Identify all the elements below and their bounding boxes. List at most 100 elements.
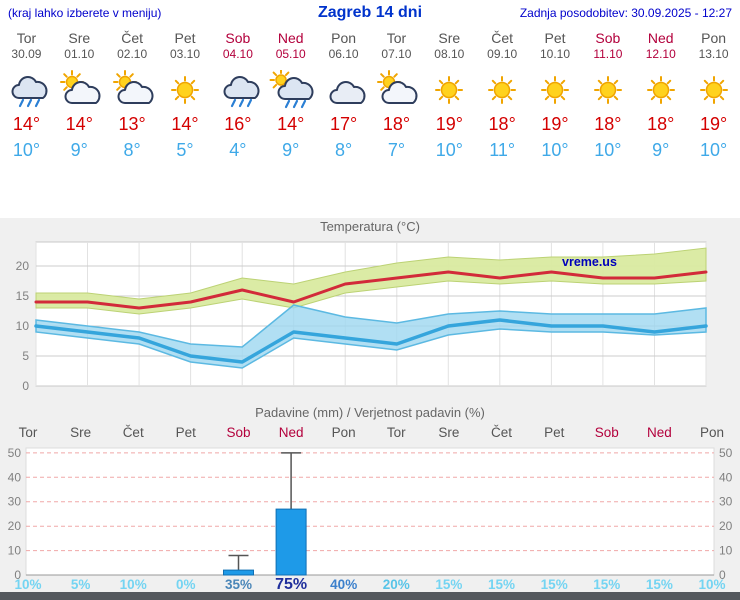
day-icon-wrap bbox=[53, 67, 106, 113]
day-tmin: 9° bbox=[282, 140, 300, 160]
header: (kraj lahko izberete v meniju) Zagreb 14… bbox=[0, 0, 740, 26]
day-date: 03.10 bbox=[169, 47, 201, 61]
precip-probability: 40% bbox=[330, 577, 357, 592]
precip-probability: 20% bbox=[383, 577, 410, 592]
day-icon-wrap bbox=[211, 67, 264, 113]
precip-day-label: Tor bbox=[387, 425, 406, 440]
precip-chart-title: Padavine (mm) / Verjetnost padavin (%) bbox=[255, 405, 485, 420]
tmin-band bbox=[35, 304, 707, 369]
day-name: Tor bbox=[386, 30, 407, 46]
precip-probability: 35% bbox=[225, 577, 252, 592]
last-updated: Zadnja posodobitev: 30.09.2025 - 12:27 bbox=[519, 6, 732, 20]
day-name: Sre bbox=[438, 30, 461, 46]
bottom-bar bbox=[0, 592, 740, 600]
charts-panel: Temperatura (°C) 0 5 10 15 20 vreme.us Padavi… bbox=[0, 218, 740, 592]
tmin-line bbox=[34, 318, 708, 364]
day-column-11[interactable]: Pet 10.10 19° 10° bbox=[529, 26, 582, 168]
day-tmax: 14° bbox=[12, 114, 41, 134]
day-tmin: 7° bbox=[387, 140, 406, 160]
precip-ytick-right: 20 bbox=[719, 519, 733, 533]
day-column-3[interactable]: Čet 02.10 13° 8° bbox=[106, 26, 159, 168]
temp-chart-title: Temperatura (°C) bbox=[320, 219, 420, 234]
day-name: Tor bbox=[16, 30, 37, 46]
day-icon-wrap bbox=[634, 67, 687, 113]
day-tmin: 11° bbox=[489, 140, 516, 160]
day-name: Pet bbox=[544, 30, 566, 46]
day-column-9[interactable]: Sre 08.10 19° 10° bbox=[423, 26, 476, 168]
day-icon-wrap bbox=[581, 67, 634, 113]
day-date: 12.10 bbox=[645, 47, 676, 61]
day-tmax: 13° bbox=[118, 114, 146, 134]
day-tmax: 18° bbox=[382, 114, 411, 134]
day-column-4[interactable]: Pet 03.10 14° 5° bbox=[159, 26, 212, 168]
precip-ytick-left: 50 bbox=[8, 446, 22, 460]
day-column-10[interactable]: Čet 09.10 18° 11° bbox=[476, 26, 529, 168]
precip-probability: 15% bbox=[488, 577, 515, 592]
precip-day-label: Čet bbox=[123, 425, 144, 440]
temp-ytick-label: 20 bbox=[16, 259, 30, 273]
day-tmin: 10° bbox=[12, 140, 41, 160]
precip-bar bbox=[223, 569, 254, 576]
day-column-2[interactable]: Sre 01.10 14° 9° bbox=[53, 26, 106, 168]
precip-ytick-right: 10 bbox=[719, 544, 733, 558]
temp-ytick-label: 5 bbox=[22, 349, 29, 363]
forecast-strip: Tor 30.09 14° 10° Sre 01.10 14° 9° Čet 02.10 13° 8°… bbox=[0, 26, 740, 168]
sunny-icon bbox=[646, 76, 675, 104]
precip-ytick-left: 40 bbox=[8, 470, 22, 484]
day-icon-wrap bbox=[317, 67, 370, 113]
day-name: Sob bbox=[595, 30, 621, 46]
day-column-13[interactable]: Ned 12.10 18° 9° bbox=[634, 26, 687, 168]
precip-day-label: Ned bbox=[279, 425, 304, 440]
day-date: 08.10 bbox=[434, 47, 465, 61]
precip-ytick-left: 30 bbox=[8, 495, 22, 509]
day-tmin: 8° bbox=[123, 140, 141, 160]
day-column-14[interactable]: Pon 13.10 19° 10° bbox=[687, 26, 740, 168]
precipitation-chart: Tor Sre Čet Pet Sob Ned Pon Tor Sre Čet Pet Sob Ned P… bbox=[8, 425, 733, 592]
day-column-5[interactable]: Sob 04.10 16° 4° bbox=[211, 26, 264, 168]
temp-ytick-label: 15 bbox=[16, 289, 30, 303]
day-tmax: 19° bbox=[435, 114, 463, 134]
watermark: vreme.us bbox=[562, 255, 617, 269]
day-name: Pon bbox=[701, 30, 727, 46]
day-column-7[interactable]: Pon 06.10 17° 8° bbox=[317, 26, 370, 168]
partly-icon bbox=[60, 70, 101, 104]
tmax-line bbox=[34, 270, 708, 310]
day-tmin: 10° bbox=[594, 140, 622, 160]
precip-day-label: Pon bbox=[332, 425, 356, 440]
day-date: 07.10 bbox=[381, 47, 412, 61]
day-column-12[interactable]: Sob 11.10 18° 10° bbox=[581, 26, 634, 168]
precip-day-label: Sob bbox=[226, 425, 250, 440]
day-tmax: 14° bbox=[277, 114, 305, 134]
day-tmin: 4° bbox=[229, 140, 247, 160]
day-icon-wrap bbox=[159, 67, 212, 113]
precip-ytick-right: 40 bbox=[719, 470, 733, 484]
day-column-1[interactable]: Tor 30.09 14° 10° bbox=[0, 26, 53, 168]
precip-day-label: Tor bbox=[19, 425, 38, 440]
day-date: 04.10 bbox=[222, 47, 253, 61]
precip-probability: 0% bbox=[176, 577, 196, 592]
day-icon-wrap bbox=[476, 67, 529, 113]
cloudy-icon bbox=[329, 81, 366, 104]
precip-probability: 15% bbox=[593, 577, 620, 592]
day-tmin: 9° bbox=[70, 140, 88, 160]
temperature-chart: 0 5 10 15 20 vreme.us bbox=[16, 241, 708, 393]
day-tmax: 18° bbox=[647, 114, 675, 134]
precip-day-label: Pon bbox=[700, 425, 724, 440]
day-date: 30.09 bbox=[11, 47, 42, 61]
day-date: 06.10 bbox=[328, 47, 359, 61]
day-column-8[interactable]: Tor 07.10 18° 7° bbox=[370, 26, 423, 168]
day-tmax: 18° bbox=[594, 114, 622, 134]
day-icon-wrap bbox=[370, 67, 423, 113]
page-title: Zagreb 14 dni bbox=[317, 4, 423, 21]
day-tmin: 10° bbox=[541, 140, 569, 160]
partly-icon bbox=[377, 70, 418, 104]
sunny-icon bbox=[488, 76, 517, 104]
day-date: 11.10 bbox=[593, 47, 623, 61]
day-icon-wrap bbox=[529, 67, 582, 113]
precip-ytick-right: 30 bbox=[719, 495, 733, 509]
day-tmax: 16° bbox=[224, 114, 252, 134]
day-name: Pet bbox=[174, 30, 196, 46]
sunny-icon bbox=[171, 76, 199, 104]
day-column-6[interactable]: Ned 05.10 14° 9° bbox=[264, 26, 317, 168]
